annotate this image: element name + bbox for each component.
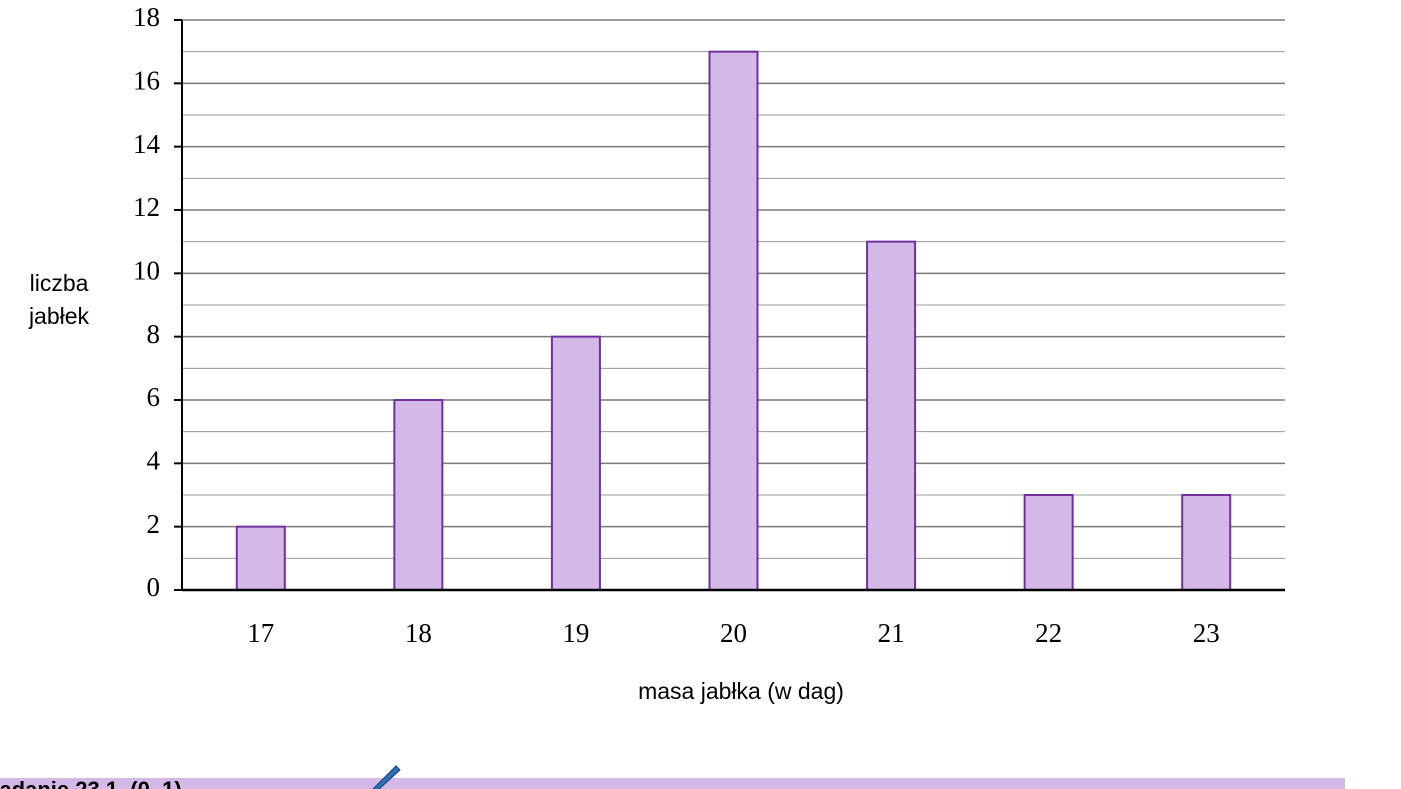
bar — [866, 240, 917, 592]
x-tick-label: 20 — [720, 618, 747, 648]
y-tick-label: 18 — [133, 2, 160, 32]
bar — [708, 50, 759, 591]
y-tick-label: 2 — [147, 509, 161, 539]
x-tick-label: 22 — [1035, 618, 1062, 648]
y-axis-label: jabłek — [28, 303, 90, 329]
x-tick-label: 18 — [405, 618, 432, 648]
task-label: Zadanie 23.1. (0–1) — [0, 777, 182, 789]
x-tick-label: 23 — [1193, 618, 1220, 648]
pen-icon — [372, 765, 401, 789]
y-tick-label: 0 — [147, 572, 161, 602]
y-tick-label: 4 — [147, 446, 161, 476]
x-tick-label: 19 — [562, 618, 589, 648]
y-tick-label: 14 — [133, 129, 161, 159]
y-axis-label: liczba — [30, 270, 89, 296]
task-banner — [0, 778, 1345, 789]
bar — [235, 525, 286, 592]
y-tick-label: 10 — [133, 256, 160, 286]
x-tick-label: 17 — [247, 618, 274, 648]
bar — [1181, 494, 1232, 591]
x-tick-label: 21 — [878, 618, 905, 648]
y-tick-label: 8 — [147, 319, 161, 349]
bar — [550, 335, 601, 591]
y-tick-label: 6 — [147, 382, 161, 412]
bar — [393, 399, 444, 591]
bar — [1023, 494, 1074, 591]
y-tick-label: 16 — [133, 66, 160, 96]
y-tick-label: 12 — [133, 192, 160, 222]
x-axis-label: masa jabłka (w dag) — [638, 678, 844, 704]
